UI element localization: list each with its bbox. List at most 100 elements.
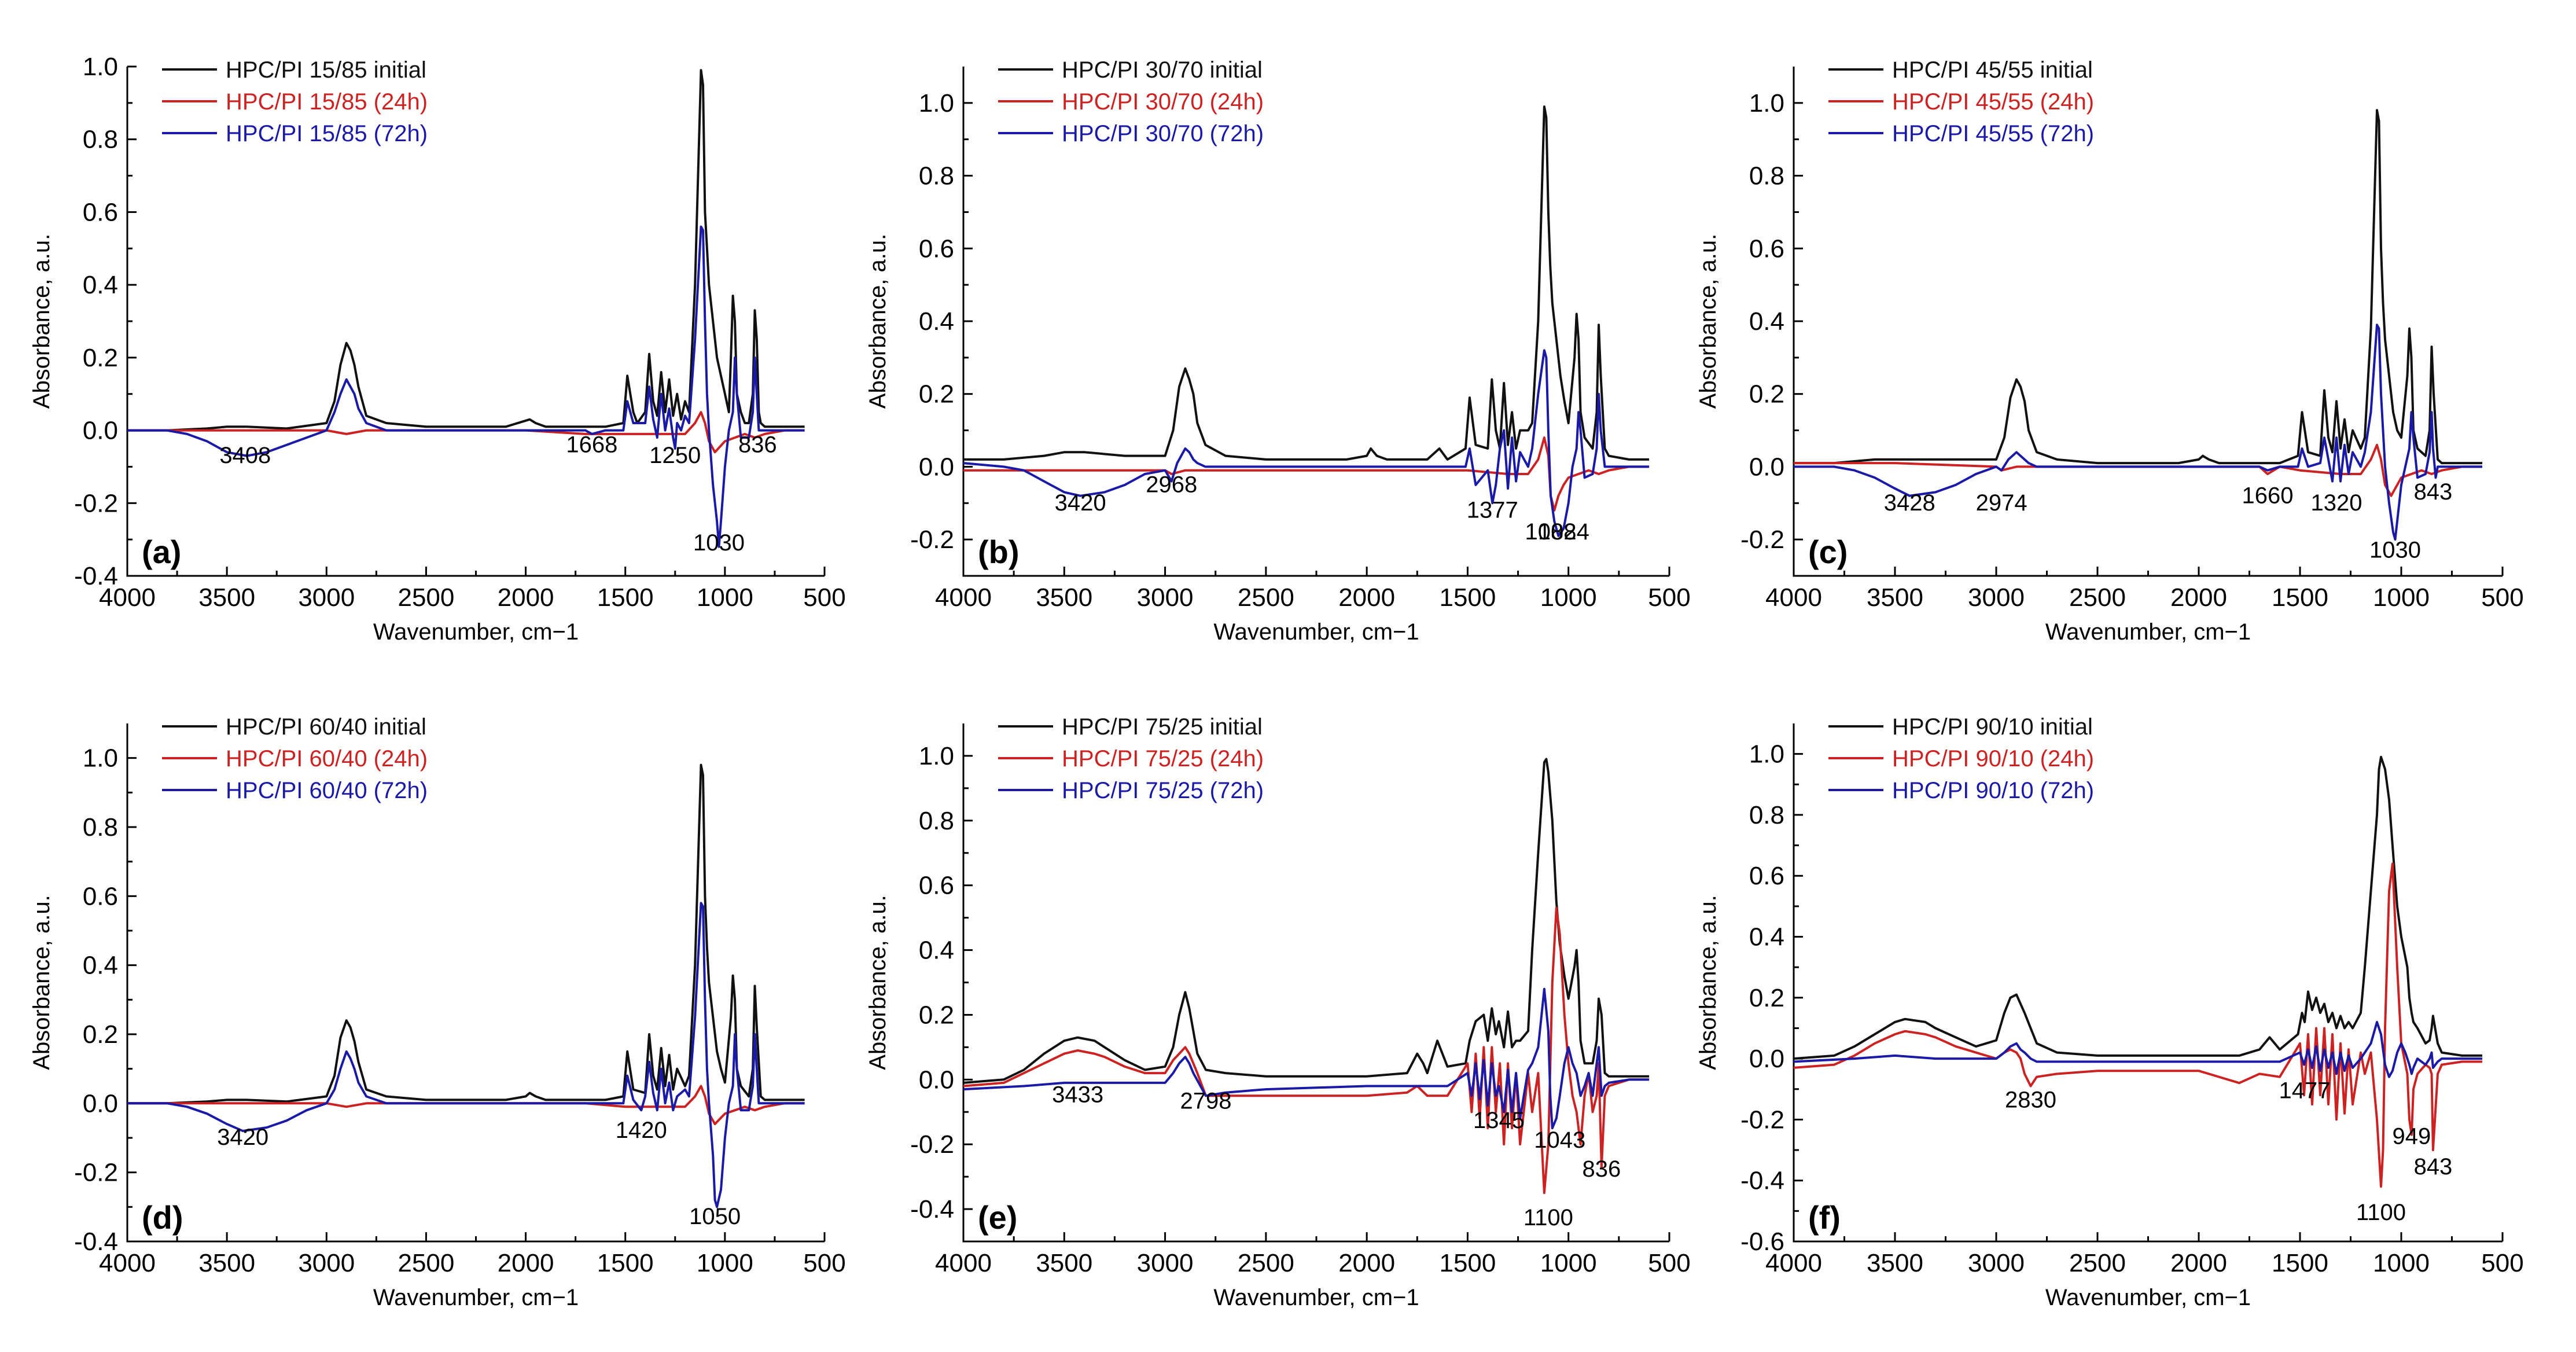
legend-label: HPC/PI 90/10 (72h) [1892,778,2094,803]
x-tick-label: 3500 [1867,1249,1923,1277]
x-tick-label: 2500 [2069,1249,2126,1277]
chart-panel-3: 4000 3500 3000 2500 2000 1500 1000 500 -0.2 0.0 0.… [1695,57,2524,645]
y-tick-label: -0.4 [74,1228,118,1256]
x-tick-label: 1500 [597,1249,654,1277]
series-line-initial [127,69,805,432]
y-tick-label: 0.4 [1749,923,1784,951]
x-tick-label: 500 [2481,1249,2523,1277]
chart-panel-5: 4000 3500 3000 2500 2000 1500 1000 500 -0.4 -0.2 0… [865,714,1691,1310]
y-tick-label: -0.4 [74,562,118,590]
y-tick-label: -0.2 [74,489,118,517]
y-tick-label: 0.4 [919,936,954,965]
series-line-h72 [127,902,805,1208]
x-axis-label: Wavenumber, cm−1 [1213,1285,1419,1310]
series-line-initial [1794,109,2482,465]
legend-label: HPC/PI 45/55 (24h) [1892,89,2094,115]
x-tick-label: 500 [803,1249,845,1277]
x-tick-label: 3500 [1036,583,1092,612]
y-tick-label: 0.6 [1749,234,1784,263]
series-line-initial [963,105,1650,461]
x-tick-label: 1000 [2373,583,2430,612]
y-tick-label: 1.0 [1749,740,1784,769]
chart-panel-2: 4000 3500 3000 2500 2000 1500 1000 500 -0.2 0.0 0.… [865,57,1691,645]
y-tick-label: 1.0 [83,53,118,81]
x-tick-label: 4000 [935,583,992,612]
peak-annotation: 2798 [1180,1089,1231,1114]
y-tick-label: 1.0 [83,744,118,773]
y-tick-label: 0.4 [83,951,118,980]
y-tick-label: 0.8 [1749,801,1784,829]
x-tick-label: 1000 [1540,583,1597,612]
x-tick-label: 2000 [2170,1249,2227,1277]
series-line-h72 [127,225,805,548]
peak-annotation: 1250 [649,443,701,468]
peak-annotation: 1100 [2356,1200,2406,1225]
peak-annotation: 1420 [616,1118,667,1143]
x-axis-label: Wavenumber, cm−1 [2045,619,2251,645]
peak-annotation: 1668 [566,432,617,457]
x-tick-label: 1500 [2272,1249,2328,1277]
x-tick-label: 2500 [398,1249,454,1277]
y-axis-label: Absorbance, a.u. [865,234,890,409]
y-tick-label: 0.0 [83,1089,118,1118]
x-axis-label: Wavenumber, cm−1 [2045,1285,2251,1310]
x-tick-label: 1500 [1439,1249,1496,1277]
peak-annotation: 3420 [1055,490,1106,516]
peak-annotation: 949 [2392,1124,2431,1149]
series-line-h24 [963,436,1650,512]
y-axis-label: Absorbance, a.u. [1695,234,1721,409]
peak-annotation: 1377 [1467,497,1518,523]
y-tick-label: 0.2 [83,344,118,372]
x-tick-label: 500 [2481,583,2523,612]
x-tick-label: 4000 [99,1249,156,1277]
x-tick-label: 2500 [398,583,454,612]
y-tick-label: -0.2 [74,1159,118,1187]
x-tick-label: 1000 [697,1249,753,1277]
peak-annotation: 1043 [1534,1127,1585,1153]
panel-label: (d) [142,1199,183,1236]
panel-label: (a) [142,534,181,570]
x-tick-label: 3500 [1036,1249,1092,1277]
y-tick-label: 0.4 [919,307,954,336]
x-tick-label: 1500 [597,583,654,612]
y-tick-label: 0.0 [1749,1045,1784,1073]
x-tick-label: 3000 [298,1249,355,1277]
chart-panel-4: 4000 3500 3000 2500 2000 1500 1000 500 -0.4 -0.2 0… [29,714,846,1310]
x-tick-label: 500 [1648,1249,1690,1277]
legend-label: HPC/PI 15/85 (72h) [226,121,428,146]
x-tick-label: 4000 [1765,1249,1822,1277]
peak-annotation: 836 [738,432,777,457]
peak-annotation: 1477 [2279,1078,2331,1104]
peak-annotation: 1100 [1523,1205,1573,1230]
y-tick-label: 0.2 [83,1020,118,1049]
peak-annotation: 1050 [689,1204,741,1229]
x-tick-label: 4000 [99,583,156,612]
peak-annotation: 2830 [2005,1087,2056,1112]
x-tick-label: 2000 [498,1249,554,1277]
y-tick-label: 0.8 [919,162,954,190]
y-axis-label: Absorbance, a.u. [1695,895,1721,1070]
x-tick-label: 2000 [2170,583,2227,612]
peak-annotation: 1030 [2369,538,2421,563]
x-axis-label: Wavenumber, cm−1 [373,1285,579,1310]
peak-annotation: 1660 [2242,483,2294,508]
x-tick-label: 1000 [697,583,753,612]
chart-panel-1: 4000 3500 3000 2500 2000 1500 1000 500 -0.4 -0.2 0… [29,53,846,645]
peak-annotation: 3408 [219,443,271,468]
peak-annotation: 1088 [1525,519,1577,545]
legend-label: HPC/PI 15/85 initial [226,57,426,83]
legend-label: HPC/PI 45/55 initial [1892,57,2093,83]
legend-label: HPC/PI 90/10 initial [1892,714,2093,740]
series-line-initial [1794,755,2482,1060]
peak-annotation: 843 [2414,479,2453,505]
x-tick-label: 1500 [2272,583,2328,612]
x-axis-label: Wavenumber, cm−1 [373,619,579,645]
y-tick-label: 0.8 [919,807,954,835]
x-tick-label: 2000 [1338,583,1395,612]
x-tick-label: 500 [1648,583,1690,612]
y-tick-label: 0.4 [1749,307,1784,336]
peak-annotation: 843 [2414,1154,2453,1180]
series-line-h72 [963,987,1650,1130]
x-tick-label: 1000 [1540,1249,1597,1277]
